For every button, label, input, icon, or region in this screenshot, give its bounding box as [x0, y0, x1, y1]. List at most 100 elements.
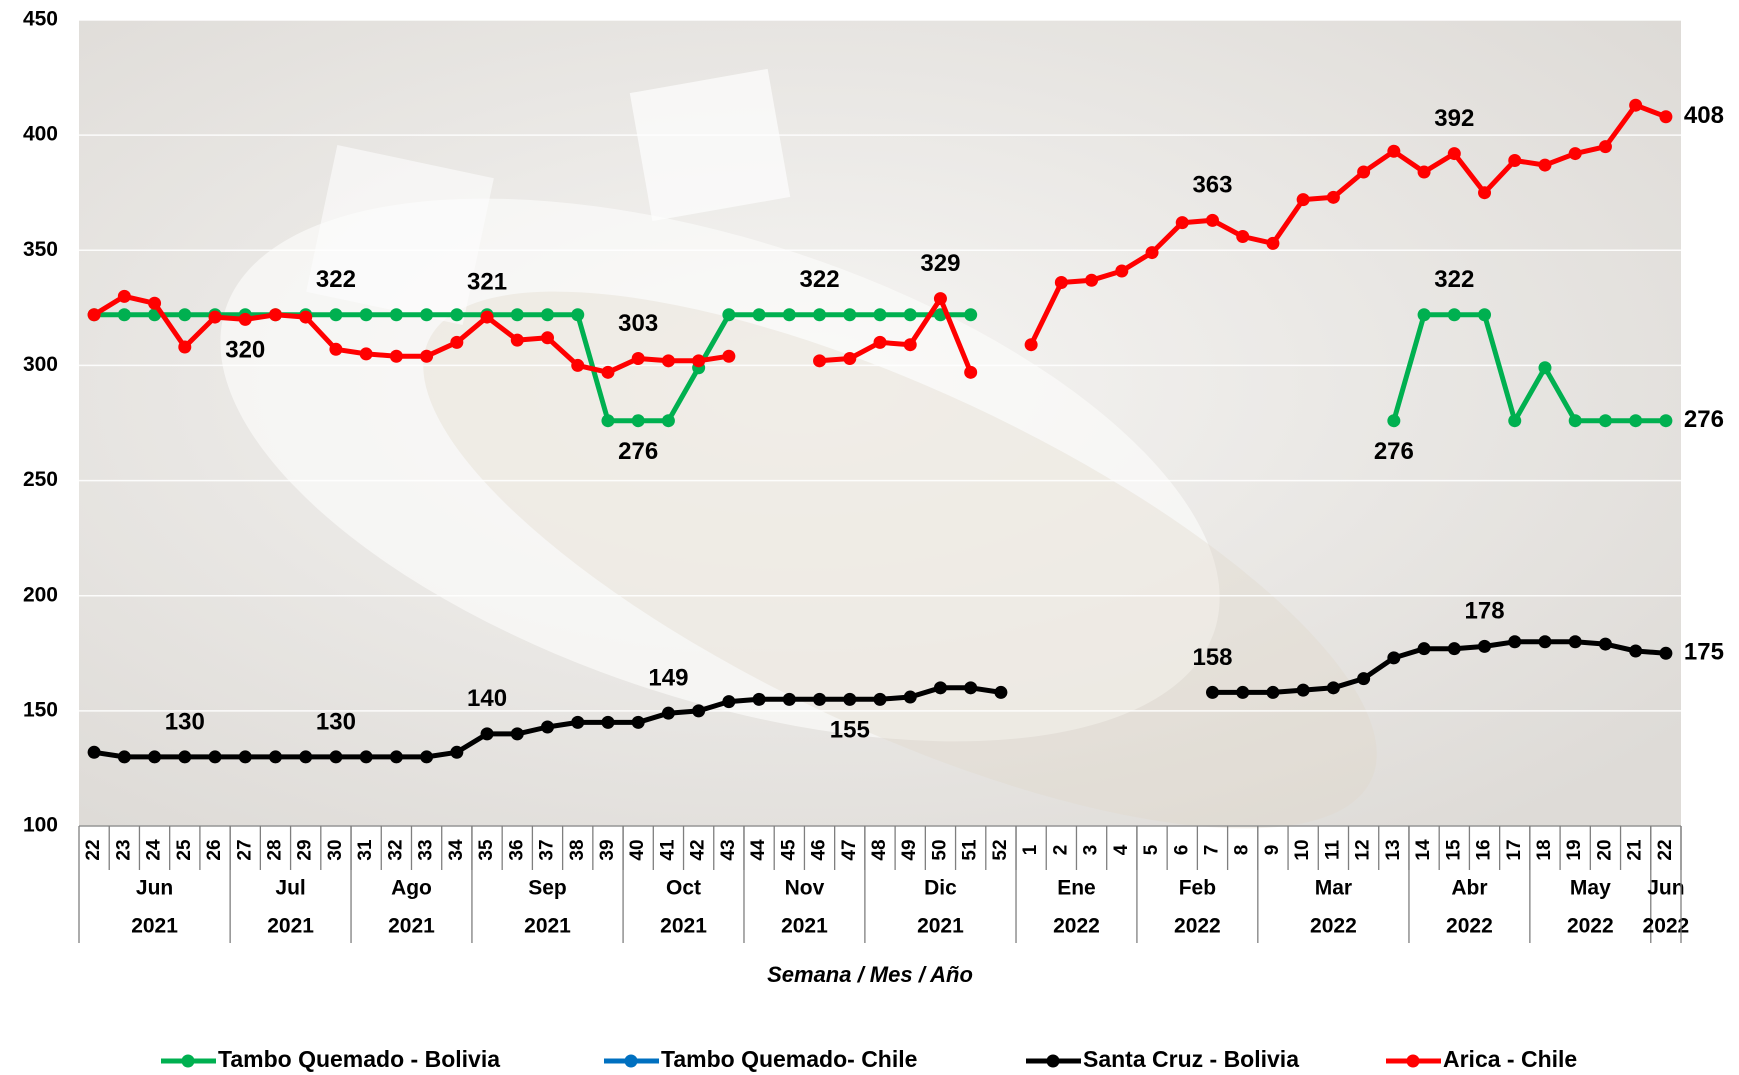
- point: [87, 745, 101, 759]
- point: [933, 681, 947, 695]
- point: [1508, 635, 1522, 649]
- month-label: Sep: [528, 877, 567, 900]
- point: [1205, 213, 1219, 227]
- point: [873, 308, 887, 322]
- point: [389, 308, 403, 322]
- year-label: 2022: [1446, 915, 1493, 938]
- point: [238, 312, 252, 326]
- point: [1447, 147, 1461, 161]
- x-tick-label: 7: [1202, 845, 1223, 856]
- point: [541, 720, 555, 734]
- year-label: 2022: [1053, 915, 1100, 938]
- x-tick-label: 38: [567, 839, 588, 860]
- y-tick-label: 150: [23, 698, 58, 721]
- year-label: 2021: [131, 915, 178, 938]
- point: [964, 681, 978, 695]
- point: [148, 296, 162, 310]
- x-tick-label: 45: [778, 839, 799, 861]
- year-label: 2022: [1310, 915, 1357, 938]
- point: [450, 745, 464, 759]
- point: [843, 308, 857, 322]
- data-label: 322: [1434, 266, 1474, 293]
- grid: 100 150 200 250 300 350 400 450: [23, 8, 1681, 837]
- data-label: 329: [920, 250, 960, 277]
- data-label: 303: [618, 310, 658, 337]
- point: [178, 750, 192, 764]
- x-tick-label: 29: [295, 839, 316, 860]
- data-label: 175: [1684, 639, 1724, 666]
- month-label: Dic: [924, 877, 957, 900]
- x-tick-label: 20: [1594, 839, 1615, 860]
- point: [1357, 165, 1371, 179]
- point: [510, 333, 524, 347]
- data-label: 276: [1374, 438, 1414, 465]
- month-label: Abr: [1451, 877, 1487, 900]
- point: [1538, 635, 1552, 649]
- point: [692, 354, 706, 368]
- x-tick-label: 22: [1655, 839, 1676, 860]
- point: [1478, 308, 1492, 322]
- point: [420, 308, 434, 322]
- legend-marker: [1406, 1054, 1420, 1068]
- point: [631, 352, 645, 366]
- point: [722, 695, 736, 709]
- point: [813, 354, 827, 368]
- month-label: Jul: [275, 877, 305, 900]
- point: [359, 308, 373, 322]
- point: [813, 308, 827, 322]
- point: [1326, 190, 1340, 204]
- legend-marker: [624, 1054, 638, 1068]
- point: [329, 342, 343, 356]
- year-label: 2022: [1567, 915, 1614, 938]
- x-tick-label: 15: [1443, 839, 1464, 861]
- point: [268, 750, 282, 764]
- x-tick-label: 24: [144, 839, 165, 861]
- point: [1659, 110, 1673, 124]
- point: [843, 352, 857, 366]
- point: [1629, 644, 1643, 658]
- x-tick-label: 27: [234, 839, 255, 860]
- x-tick-label: 3: [1081, 845, 1102, 856]
- x-tick-label: 30: [325, 839, 346, 860]
- x-tick-label: 19: [1564, 839, 1585, 860]
- labels: 322 276 322 276 322 276 130 130 140 149 155 158 178 1…: [165, 102, 1724, 744]
- point: [873, 335, 887, 349]
- point: [994, 685, 1008, 699]
- point: [87, 308, 101, 322]
- point: [359, 347, 373, 361]
- point: [1417, 165, 1431, 179]
- point: [601, 715, 615, 729]
- x-tick-label: 37: [537, 839, 558, 860]
- x-tick-label: 39: [597, 839, 618, 860]
- point: [1629, 98, 1643, 112]
- point: [1296, 193, 1310, 207]
- data-label: 321: [467, 268, 507, 295]
- point: [1447, 308, 1461, 322]
- month-label: Nov: [785, 877, 825, 900]
- x-tick-label: 26: [204, 839, 225, 860]
- point: [782, 308, 796, 322]
- point: [1175, 216, 1189, 230]
- legend-label: Tambo Quemado - Bolivia: [218, 1046, 500, 1072]
- point: [1598, 140, 1612, 154]
- x-tick-label: 52: [990, 839, 1011, 860]
- year-label: 2021: [388, 915, 435, 938]
- point: [480, 727, 494, 741]
- point: [661, 354, 675, 368]
- point: [208, 310, 222, 324]
- legend-label: Tambo Quemado- Chile: [661, 1046, 917, 1072]
- point: [1236, 685, 1250, 699]
- point: [1538, 361, 1552, 375]
- x-tick-label: 4: [1111, 844, 1132, 855]
- year-label: 2022: [1643, 915, 1690, 938]
- data-label: 158: [1192, 644, 1232, 671]
- point: [1115, 264, 1129, 278]
- point: [1296, 683, 1310, 697]
- point: [1085, 273, 1099, 287]
- y-tick-label: 450: [23, 8, 58, 31]
- x-tick-label: 6: [1171, 845, 1192, 856]
- x-tick-label: 44: [748, 839, 769, 861]
- data-label: 178: [1465, 598, 1505, 625]
- data-label: 149: [648, 665, 688, 692]
